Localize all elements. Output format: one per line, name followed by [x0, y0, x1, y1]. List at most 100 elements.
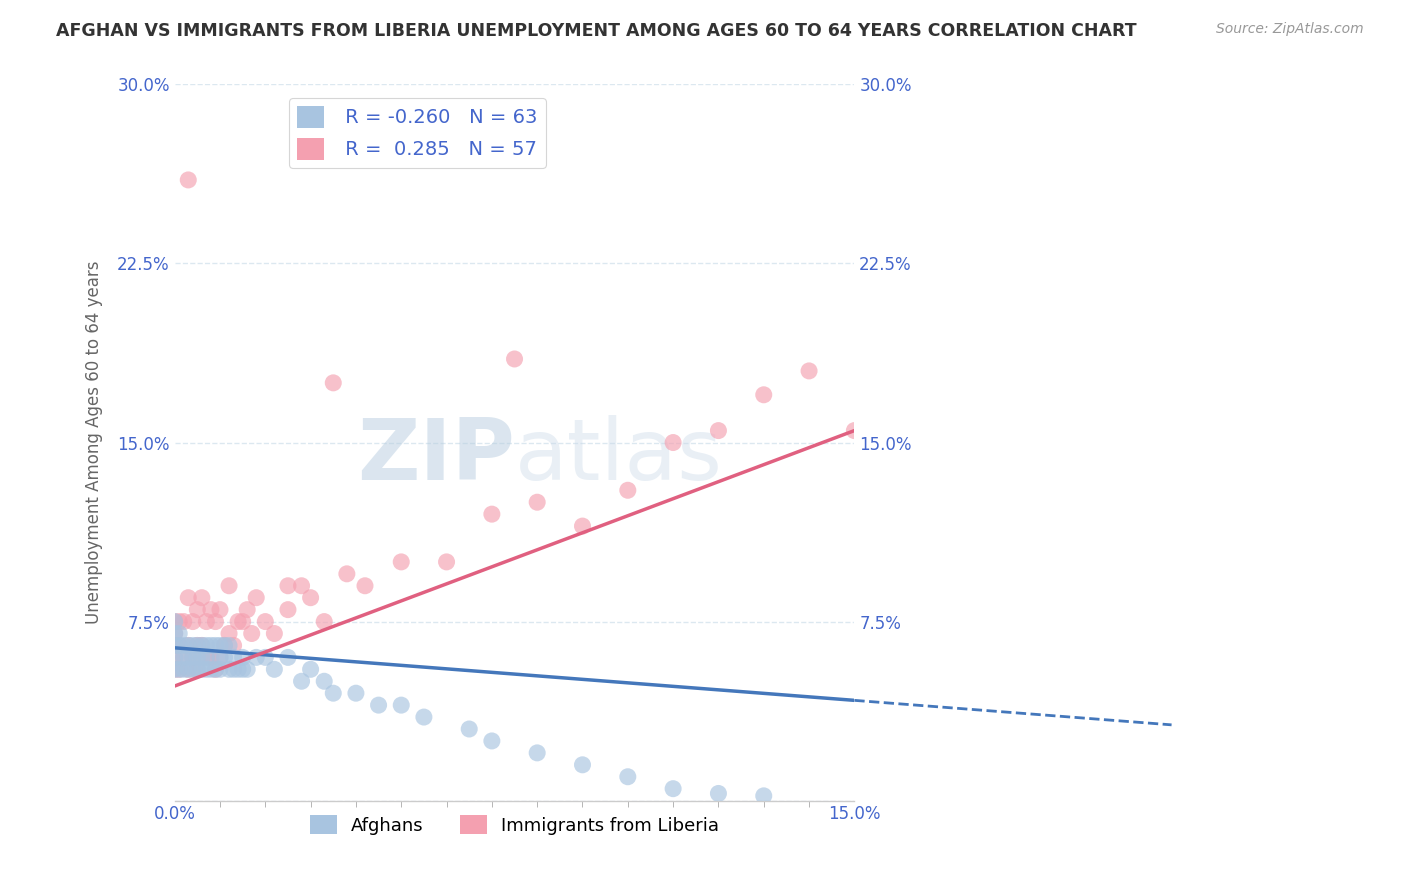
Point	[389, 555, 412, 569]
Point	[186, 602, 208, 616]
Point	[412, 710, 434, 724]
Point	[797, 364, 820, 378]
Point	[389, 698, 412, 713]
Point	[208, 602, 231, 616]
Text: atlas: atlas	[515, 416, 723, 499]
Legend:  R = -0.260   N = 63,  R =  0.285   N = 57: R = -0.260 N = 63, R = 0.285 N = 57	[288, 98, 546, 168]
Point	[177, 173, 200, 187]
Point	[526, 746, 548, 760]
Point	[177, 591, 200, 605]
Point	[208, 639, 231, 653]
Point	[177, 662, 200, 676]
Point	[254, 650, 277, 665]
Point	[181, 615, 204, 629]
Point	[186, 662, 208, 676]
Point	[571, 519, 593, 533]
Point	[163, 650, 186, 665]
Point	[163, 615, 186, 629]
Text: ZIP: ZIP	[357, 416, 515, 499]
Point	[167, 662, 190, 676]
Point	[481, 507, 503, 521]
Point	[163, 626, 186, 640]
Point	[232, 650, 254, 665]
Point	[200, 602, 222, 616]
Point	[195, 639, 218, 653]
Point	[167, 615, 190, 629]
Point	[195, 650, 218, 665]
Point	[458, 722, 481, 736]
Point	[245, 650, 267, 665]
Point	[204, 662, 226, 676]
Point	[173, 639, 195, 653]
Text: Source: ZipAtlas.com: Source: ZipAtlas.com	[1216, 22, 1364, 37]
Point	[245, 591, 267, 605]
Point	[200, 662, 222, 676]
Point	[662, 435, 685, 450]
Point	[167, 639, 190, 653]
Point	[167, 626, 190, 640]
Point	[181, 639, 204, 653]
Point	[226, 615, 249, 629]
Point	[844, 424, 866, 438]
Point	[314, 615, 336, 629]
Point	[662, 781, 685, 796]
Point	[163, 650, 186, 665]
Point	[240, 626, 263, 640]
Point	[191, 591, 214, 605]
Point	[191, 639, 214, 653]
Point	[195, 650, 218, 665]
Point	[208, 662, 231, 676]
Point	[222, 662, 245, 676]
Point	[218, 639, 240, 653]
Point	[226, 662, 249, 676]
Point	[186, 662, 208, 676]
Point	[344, 686, 367, 700]
Point	[163, 662, 186, 676]
Point	[481, 734, 503, 748]
Point	[173, 662, 195, 676]
Point	[367, 698, 389, 713]
Point	[236, 602, 259, 616]
Point	[191, 650, 214, 665]
Point	[707, 424, 730, 438]
Point	[290, 674, 312, 689]
Point	[167, 662, 190, 676]
Point	[173, 650, 195, 665]
Point	[177, 639, 200, 653]
Point	[232, 662, 254, 676]
Point	[181, 662, 204, 676]
Point	[299, 591, 322, 605]
Point	[254, 615, 277, 629]
Point	[191, 662, 214, 676]
Point	[177, 639, 200, 653]
Point	[204, 662, 226, 676]
Point	[526, 495, 548, 509]
Point	[354, 579, 377, 593]
Point	[181, 650, 204, 665]
Point	[290, 579, 312, 593]
Point	[277, 602, 299, 616]
Point	[208, 650, 231, 665]
Point	[314, 674, 336, 689]
Point	[503, 351, 526, 366]
Point	[191, 639, 214, 653]
Point	[173, 615, 195, 629]
Y-axis label: Unemployment Among Ages 60 to 64 years: Unemployment Among Ages 60 to 64 years	[86, 260, 103, 624]
Point	[322, 686, 344, 700]
Point	[195, 662, 218, 676]
Point	[204, 615, 226, 629]
Point	[222, 639, 245, 653]
Point	[163, 639, 186, 653]
Point	[707, 787, 730, 801]
Point	[214, 639, 236, 653]
Point	[232, 615, 254, 629]
Point	[204, 639, 226, 653]
Point	[617, 770, 640, 784]
Point	[181, 650, 204, 665]
Point	[186, 650, 208, 665]
Point	[167, 639, 190, 653]
Point	[263, 626, 285, 640]
Point	[218, 579, 240, 593]
Point	[163, 615, 186, 629]
Point	[214, 650, 236, 665]
